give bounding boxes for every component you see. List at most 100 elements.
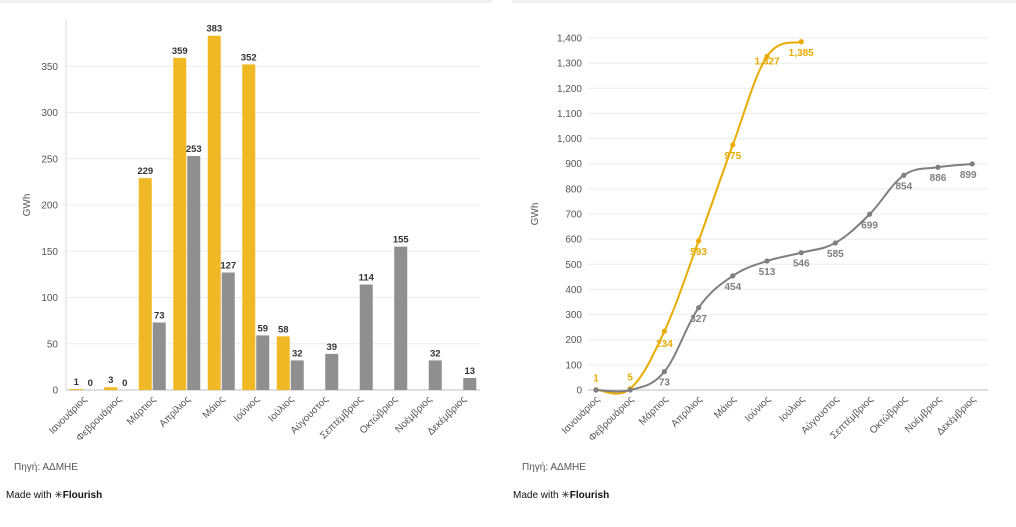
data-label: 73 [659, 378, 671, 389]
y-tick-label: 200 [565, 335, 582, 346]
top-divider [0, 0, 492, 3]
y-tick-label: 0 [52, 386, 58, 397]
bar [359, 284, 373, 390]
bar-value-label: 58 [278, 324, 289, 335]
data-point [696, 238, 702, 244]
bar [221, 272, 235, 390]
x-tick-label: Μάιος [200, 394, 228, 422]
bar-value-label: 127 [220, 261, 236, 272]
bar [325, 353, 339, 390]
x-tick-label: Μάρτιος [636, 394, 670, 428]
data-label: 546 [793, 259, 810, 270]
y-tick-label: 400 [565, 285, 582, 296]
x-tick-label: Μάιος [712, 394, 740, 422]
data-label: 1,327 [754, 56, 779, 67]
x-tick-label: Οκτώβριος [357, 394, 400, 437]
bar-chart-panel: 0 50 100 150 200 250 300 350 GWh 1 0 Ιανουάριος 3 0 Φε… [0, 0, 500, 527]
y-axis-title: GWh [530, 203, 541, 226]
bar [173, 57, 187, 391]
y-tick-label: 200 [41, 201, 58, 212]
made-with-text: Made with [513, 490, 559, 501]
bar-value-label: 1 [74, 377, 80, 388]
made-with-flourish-link[interactable]: Made with ✳Flourish [513, 490, 609, 501]
y-tick-label: 1,300 [557, 59, 582, 70]
data-point [798, 39, 804, 45]
data-point [593, 387, 599, 393]
y-tick-label: 100 [41, 293, 58, 304]
data-label: 585 [827, 249, 844, 260]
y-tick-label: 1,400 [557, 34, 582, 45]
bar-value-label: 383 [206, 24, 222, 35]
bar [428, 360, 442, 390]
bar-value-label: 32 [292, 348, 303, 359]
bar [69, 389, 83, 390]
bar-value-label: 0 [88, 378, 93, 389]
x-tick-label: Απρίλιος [157, 394, 193, 430]
bar-value-label: 3 [108, 375, 113, 386]
x-tick-label: Οκτώβριος [867, 394, 910, 437]
bar-value-label: 114 [359, 273, 375, 284]
made-with-flourish-link[interactable]: Made with ✳Flourish [6, 490, 102, 501]
flourish-logo: ✳Flourish [561, 490, 610, 501]
y-tick-label: 350 [41, 62, 58, 73]
top-divider [512, 0, 1016, 3]
data-label: 1,385 [789, 48, 814, 59]
data-point [627, 387, 633, 393]
data-point [901, 172, 907, 178]
y-tick-label: 100 [565, 360, 582, 371]
data-point [832, 240, 838, 246]
data-point [661, 328, 667, 334]
bar-value-label: 59 [257, 323, 268, 334]
bar [152, 322, 166, 390]
source-note: Πηγή: ΑΔΜΗΕ [522, 462, 586, 473]
data-label: 854 [895, 181, 912, 192]
bar [242, 64, 256, 391]
data-label: 454 [724, 282, 741, 293]
bar-value-label: 352 [241, 52, 257, 63]
data-label: 234 [656, 339, 673, 350]
data-label: 899 [960, 170, 977, 181]
bar [290, 360, 304, 390]
data-point [867, 211, 873, 217]
data-point [764, 258, 770, 264]
data-label: 975 [724, 151, 741, 162]
series-line [595, 40, 802, 395]
series-line [595, 162, 973, 393]
bar [187, 155, 201, 390]
y-tick-label: 1,100 [557, 109, 582, 120]
y-tick-label: 1,000 [557, 134, 582, 145]
bar [256, 335, 270, 390]
y-tick-label: 600 [565, 235, 582, 246]
bar-value-label: 73 [154, 310, 165, 321]
y-tick-label: 0 [576, 386, 582, 397]
data-point [935, 164, 941, 170]
y-tick-label: 700 [565, 210, 582, 221]
made-with-text: Made with [6, 490, 52, 501]
y-tick-label: 800 [565, 184, 582, 195]
y-tick-label: 300 [41, 108, 58, 119]
bar [394, 246, 408, 390]
x-tick-label: Ιούνιος [742, 394, 773, 425]
data-point [969, 161, 975, 167]
data-point [696, 305, 702, 311]
bar-value-label: 39 [326, 342, 337, 353]
bar-value-label: 253 [186, 144, 202, 155]
flourish-logo: ✳Flourish [54, 490, 103, 501]
bar [104, 387, 118, 390]
y-tick-label: 500 [565, 260, 582, 271]
x-tick-label: Απρίλιος [669, 394, 705, 430]
bar-value-label: 229 [137, 166, 153, 177]
source-note: Πηγή: ΑΔΜΗΕ [14, 462, 78, 473]
bar-value-label: 0 [122, 378, 127, 389]
x-tick-label: Ιούλιος [777, 394, 808, 425]
data-label: 327 [690, 314, 707, 325]
y-tick-label: 900 [565, 159, 582, 170]
bar [138, 178, 152, 390]
data-point [798, 250, 804, 256]
bar-value-label: 32 [430, 348, 441, 359]
x-tick-label: Ιούνιος [231, 394, 262, 425]
bar [276, 336, 290, 390]
line-chart-panel: 0 100 200 300 400 500 600 700 800 900 1,000 1,100 1,… [508, 0, 1016, 527]
data-label: 886 [930, 173, 947, 184]
line-chart: 0 100 200 300 400 500 600 700 800 900 1,000 1,100 1,… [530, 34, 988, 444]
